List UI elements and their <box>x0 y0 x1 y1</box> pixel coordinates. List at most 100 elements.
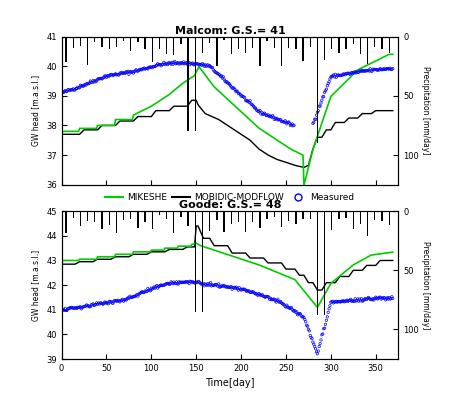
Point <box>360 67 368 74</box>
Point <box>108 71 116 78</box>
Point <box>187 60 195 67</box>
Point <box>168 279 176 286</box>
Point <box>237 287 245 293</box>
Point <box>289 122 297 129</box>
Point <box>300 315 308 321</box>
Point <box>362 67 370 74</box>
Point <box>173 279 180 285</box>
Bar <box>173 37 174 55</box>
Point <box>283 302 291 308</box>
Point <box>138 288 146 295</box>
Point <box>222 79 229 85</box>
Bar <box>188 211 189 226</box>
Point <box>219 283 226 289</box>
Bar <box>317 211 318 315</box>
Point <box>63 307 71 314</box>
Point <box>379 66 387 73</box>
Point <box>69 86 76 93</box>
Point <box>126 68 134 75</box>
Point <box>346 71 354 78</box>
Point <box>299 313 307 320</box>
Point <box>206 62 213 69</box>
Point <box>319 93 327 100</box>
Point <box>96 75 104 82</box>
Point <box>199 281 206 288</box>
Point <box>198 62 205 69</box>
Point <box>350 69 358 76</box>
Point <box>254 292 261 298</box>
Point <box>261 293 268 300</box>
Point <box>132 292 140 299</box>
Point <box>264 293 272 300</box>
Point <box>365 294 373 301</box>
Point <box>261 110 268 116</box>
Point <box>159 282 167 288</box>
Point <box>251 290 258 297</box>
Point <box>273 297 281 304</box>
Point <box>356 296 364 302</box>
Point <box>283 120 291 127</box>
Point <box>144 66 152 72</box>
Point <box>324 309 332 315</box>
Point <box>203 282 211 288</box>
Point <box>155 62 162 68</box>
Point <box>240 94 247 100</box>
Bar <box>360 37 361 54</box>
Point <box>229 85 237 91</box>
Point <box>294 312 301 318</box>
Point <box>259 111 266 118</box>
Point <box>288 304 295 311</box>
Point <box>182 279 190 285</box>
Point <box>228 286 236 293</box>
Bar <box>109 211 110 225</box>
Point <box>93 300 100 306</box>
Point <box>258 292 265 298</box>
Point <box>61 88 68 95</box>
Bar <box>94 211 95 222</box>
Point <box>309 339 317 346</box>
Point <box>348 69 356 76</box>
Bar <box>152 211 153 229</box>
Point <box>143 288 151 295</box>
Bar <box>230 37 232 54</box>
Point <box>363 296 371 303</box>
Point <box>311 343 319 350</box>
Point <box>276 116 283 123</box>
Bar <box>80 211 81 226</box>
Point <box>78 306 85 312</box>
Point <box>76 304 83 310</box>
Point <box>310 119 318 126</box>
Point <box>374 296 381 302</box>
Bar <box>273 211 275 217</box>
Point <box>164 62 171 68</box>
Point <box>249 102 256 109</box>
Point <box>264 293 271 300</box>
Point <box>320 93 328 100</box>
Point <box>101 299 109 305</box>
Bar <box>259 37 261 66</box>
Point <box>364 67 372 74</box>
Point <box>94 76 101 83</box>
Point <box>348 69 356 76</box>
Point <box>91 77 99 84</box>
Point <box>230 285 238 291</box>
Point <box>271 296 278 302</box>
Bar <box>123 37 124 41</box>
Point <box>298 314 306 320</box>
Point <box>112 297 119 304</box>
Point <box>66 305 73 311</box>
Point <box>259 292 266 298</box>
Point <box>339 72 346 78</box>
Point <box>272 115 279 121</box>
Title: Malcom: G.S.= 41: Malcom: G.S.= 41 <box>174 26 285 36</box>
Point <box>340 71 347 77</box>
Point <box>229 284 237 290</box>
Point <box>323 86 330 93</box>
Bar <box>266 37 268 41</box>
Point <box>358 298 366 304</box>
Point <box>208 283 215 289</box>
Point <box>177 279 185 286</box>
Point <box>235 90 242 97</box>
Bar <box>159 211 160 215</box>
Point <box>190 279 197 285</box>
